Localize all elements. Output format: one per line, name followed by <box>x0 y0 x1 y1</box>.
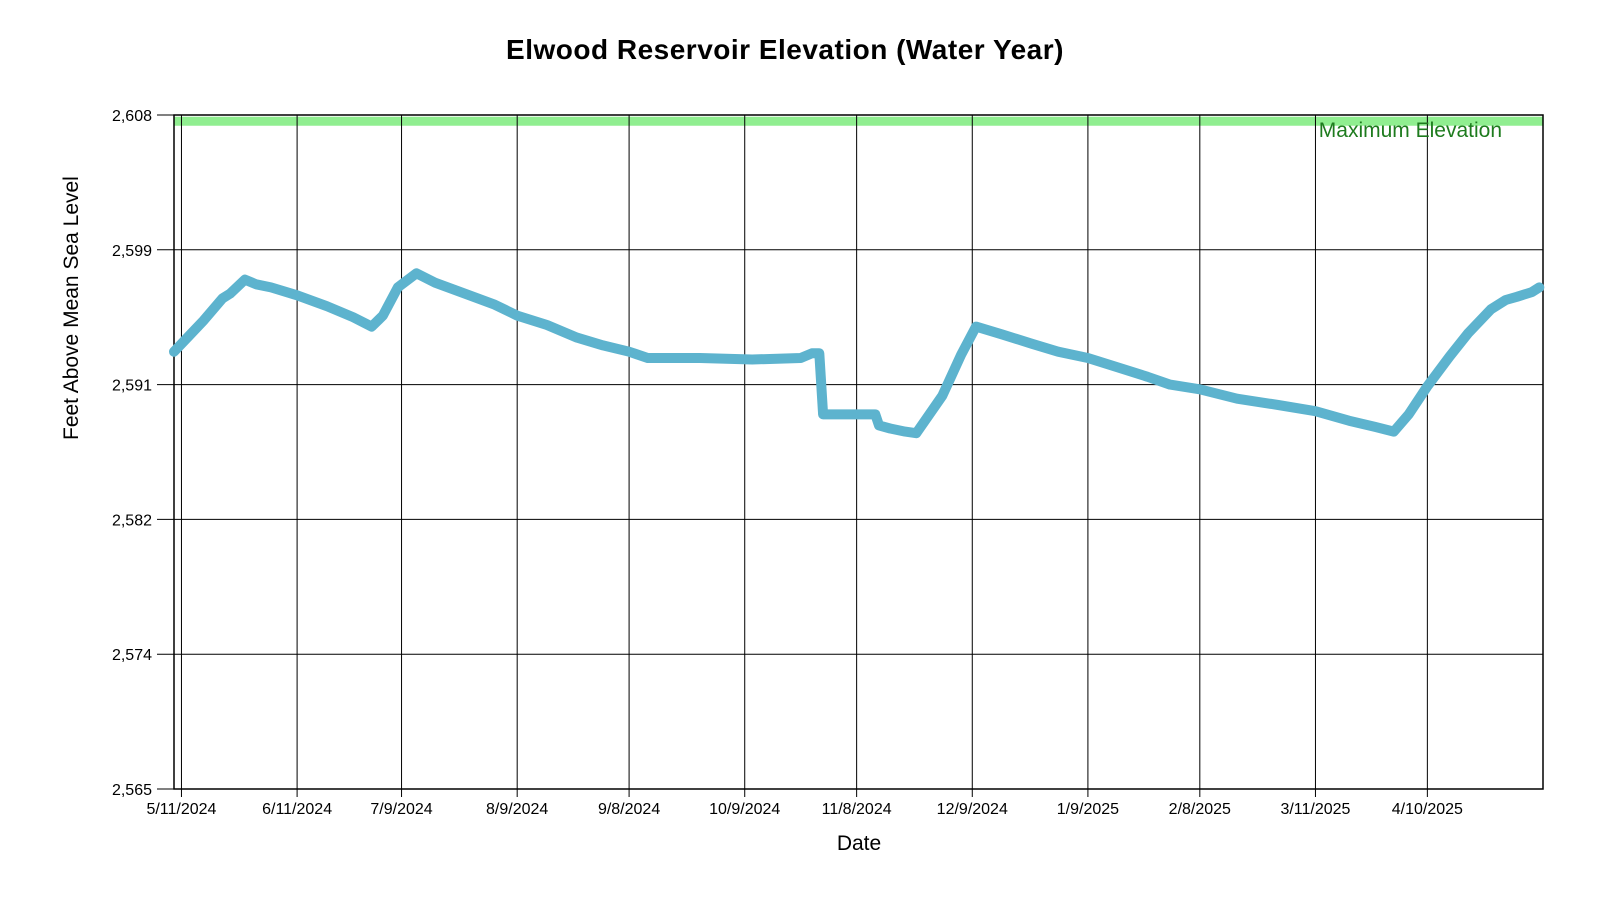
chart-title: Elwood Reservoir Elevation (Water Year) <box>506 34 1064 65</box>
x-tick-label: 2/8/2025 <box>1169 801 1231 818</box>
elevation-series-line <box>169 268 1545 439</box>
y-tick-label: 2,599 <box>112 243 152 260</box>
y-tick-label: 2,591 <box>112 378 152 395</box>
y-tick-label: 2,582 <box>112 512 152 529</box>
y-tick-label: 2,565 <box>112 782 152 799</box>
maximum-elevation-label: Maximum Elevation <box>1318 119 1502 142</box>
y-tick-label: 2,608 <box>112 108 152 125</box>
x-axis-title: Date <box>836 832 882 855</box>
x-tick-label: 9/8/2024 <box>598 801 660 818</box>
x-tick-label: 5/11/2024 <box>146 801 216 818</box>
x-tick-label: 7/9/2024 <box>370 801 432 818</box>
y-tick-label: 2,574 <box>112 647 152 664</box>
x-tick-label: 12/9/2024 <box>937 801 1008 818</box>
x-tick-label: 4/10/2025 <box>1392 801 1463 818</box>
plot-border <box>173 114 1544 790</box>
x-tick-label: 8/9/2024 <box>486 801 548 818</box>
x-tick-label: 3/11/2025 <box>1280 801 1350 818</box>
x-tick-label: 10/9/2024 <box>709 801 780 818</box>
x-tick-label: 11/8/2024 <box>822 801 892 818</box>
x-tick-label: 1/9/2025 <box>1057 801 1119 818</box>
x-tick-label: 6/11/2024 <box>262 801 332 818</box>
